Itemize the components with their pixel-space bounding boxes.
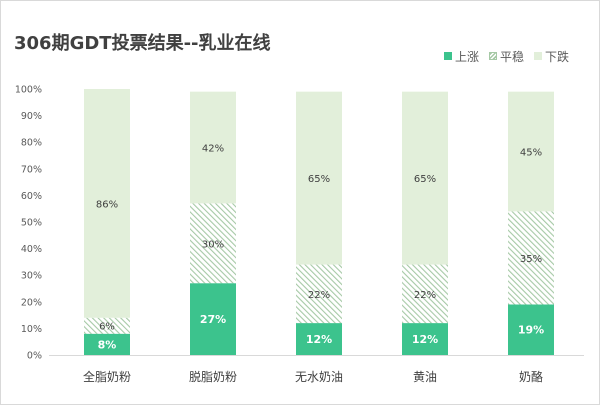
- bar-segment-down: [296, 91, 342, 265]
- data-label: 42%: [202, 144, 224, 155]
- y-tick-label: 70%: [21, 164, 42, 175]
- bar-segment-flat: [508, 211, 554, 305]
- x-tick-label: 黄油: [413, 370, 437, 384]
- bar-segment-flat: [190, 203, 236, 284]
- y-tick-label: 20%: [21, 297, 42, 308]
- data-label: 6%: [99, 322, 115, 333]
- x-tick-label: 脱脂奶粉: [189, 369, 237, 384]
- data-label: 86%: [96, 199, 118, 210]
- y-tick-label: 10%: [21, 324, 42, 335]
- y-tick-label: 80%: [21, 138, 42, 149]
- legend-item-flat: 平稳: [489, 48, 524, 65]
- bar-segment-down: [84, 89, 130, 318]
- legend-swatch-down: [534, 52, 543, 60]
- x-tick-label: 奶酪: [519, 369, 543, 384]
- data-label: 27%: [200, 313, 226, 326]
- x-tick-label: 无水奶油: [295, 370, 343, 384]
- legend-item-up: 上涨: [444, 48, 479, 65]
- legend-swatch-up: [444, 52, 452, 60]
- chart-legend: 上涨 平稳 下跌: [444, 47, 579, 65]
- bar-segment-down: [402, 91, 448, 265]
- data-label: 22%: [414, 290, 436, 301]
- y-tick-label: 100%: [15, 85, 42, 96]
- legend-label-flat: 平稳: [500, 49, 525, 64]
- data-label: 8%: [98, 338, 117, 351]
- data-label: 45%: [520, 148, 542, 159]
- bar-segment-flat: [84, 317, 130, 334]
- data-label: 30%: [202, 239, 224, 250]
- x-tick-label: 全脂奶粉: [83, 369, 131, 384]
- bar-segment-flat: [402, 264, 448, 324]
- legend-item-down: 下跌: [534, 48, 569, 65]
- y-tick-label: 40%: [21, 244, 42, 255]
- data-label: 22%: [308, 290, 330, 301]
- bar-segment-flat: [296, 264, 342, 324]
- bar-segment-up: [508, 304, 554, 355]
- legend-label-up: 上涨: [455, 49, 480, 64]
- bar-layer: 8% 6% 86% 27% 30% 42% 12% 22% 65% 12% 22% 65% 19% 35%…: [84, 89, 554, 355]
- data-label: 19%: [518, 324, 544, 337]
- y-tick-label: 50%: [21, 218, 42, 229]
- data-label: 65%: [414, 174, 436, 185]
- bar-segment-up: [402, 323, 448, 355]
- y-axis: 0% 10% 20% 30% 40% 50% 60% 70% 80% 90% 100%: [15, 85, 42, 362]
- bar-segment-up: [84, 333, 130, 355]
- data-label: 12%: [306, 333, 332, 346]
- data-label: 35%: [520, 254, 542, 265]
- legend-label-down: 下跌: [545, 49, 570, 64]
- bar-segment-down: [508, 91, 554, 212]
- y-tick-label: 30%: [21, 271, 42, 282]
- data-label: 12%: [412, 333, 438, 346]
- bar-segment-down: [190, 91, 236, 204]
- legend-swatch-flat: [489, 52, 498, 60]
- bar-segment-up: [190, 283, 236, 355]
- chart-title: 306期GDT投票结果--乳业在线: [14, 33, 271, 54]
- y-tick-label: 0%: [27, 351, 42, 362]
- x-axis: 全脂奶粉 脱脂奶粉 无水奶油 黄油 奶酪: [49, 355, 584, 384]
- bar-segment-up: [296, 323, 342, 355]
- y-tick-label: 60%: [21, 191, 42, 202]
- data-label: 65%: [308, 174, 330, 185]
- y-tick-label: 90%: [21, 111, 42, 122]
